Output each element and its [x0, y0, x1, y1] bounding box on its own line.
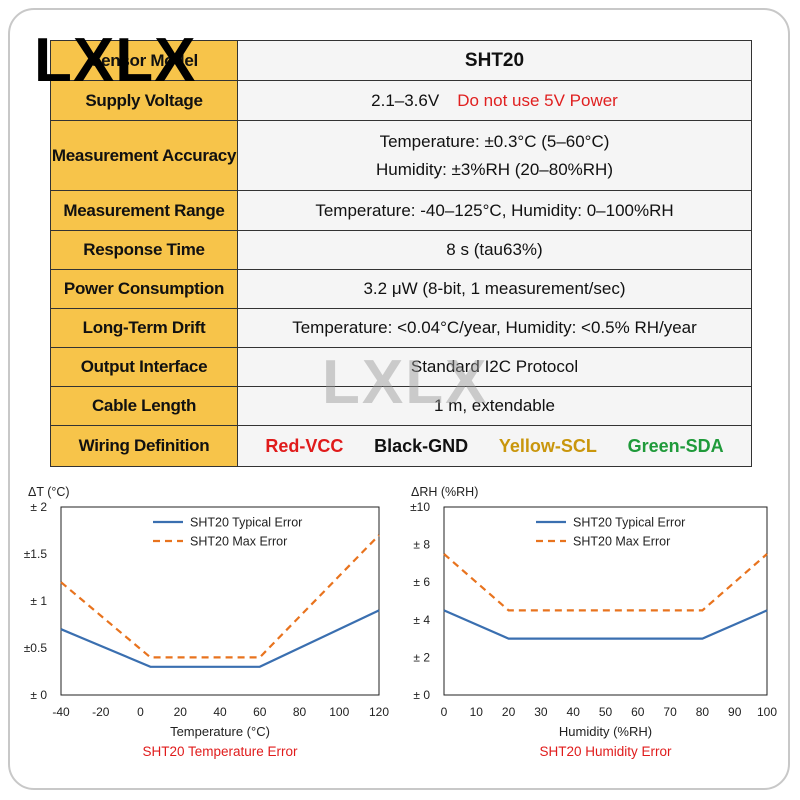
row-label-accuracy: Measurement Accuracy — [50, 120, 238, 191]
supply-voltage-warning: Do not use 5V Power — [457, 90, 618, 110]
x-tick-label: 30 — [534, 705, 548, 719]
x-tick-label: 40 — [567, 705, 581, 719]
plot-area — [60, 506, 380, 696]
x-tick-label: 50 — [599, 705, 613, 719]
card-frame — [8, 8, 790, 790]
series-line-max-error — [60, 534, 380, 659]
legend-label: SHT20 Typical Error — [573, 516, 685, 530]
x-tick-label: 80 — [293, 705, 307, 719]
x-tick-label: 20 — [502, 705, 516, 719]
legend-label: SHT20 Max Error — [190, 535, 287, 549]
legend-label: SHT20 Typical Error — [190, 516, 302, 530]
row-label-wiring: Wiring Definition — [50, 425, 238, 467]
x-tick-label: 120 — [369, 705, 389, 719]
chart-title: SHT20 Temperature Error — [142, 744, 298, 759]
table-row: Long-Term Drift Temperature: <0.04°C/yea… — [50, 308, 752, 348]
table-row: Power Consumption 3.2 μW (8-bit, 1 measu… — [50, 269, 752, 309]
x-tick-label: 20 — [174, 705, 188, 719]
error-charts: ± 0±0.5± 1±1.5± 2-40 -20 0 20 40 60 80 100 120ΔT… — [24, 485, 778, 759]
y-axis-label: ΔT (°C) — [28, 485, 70, 499]
chart-title: SHT20 Humidity Error — [539, 744, 672, 759]
series-line-typical-error — [443, 609, 768, 640]
y-tick-label: ± 2 — [413, 650, 430, 664]
table-row: Supply Voltage 2.1–3.6V Do not use 5V Pow… — [50, 80, 752, 121]
row-label-cable: Cable Length — [50, 386, 238, 426]
y-tick-label: ±10 — [410, 500, 430, 514]
wire-scl: Yellow-SCL — [498, 435, 597, 456]
y-tick-label: ±0.5 — [24, 641, 48, 655]
y-tick-label: ± 0 — [413, 688, 430, 702]
y-tick-label: ± 6 — [413, 575, 430, 589]
y-tick-label: ±1.5 — [24, 547, 48, 561]
y-tick-label: ± 8 — [413, 538, 430, 552]
accuracy-humidity: Humidity: ±3%RH (20–80%RH) — [375, 159, 613, 179]
row-value-accuracy: Temperature: ±0.3°C (5–60°C) Humidity: ±… — [237, 120, 752, 191]
x-tick-label: 90 — [728, 705, 742, 719]
brand-logo: LXLX — [34, 26, 197, 95]
series-line-max-error — [443, 553, 768, 612]
row-value-cable: 1 m, extendable — [237, 386, 752, 426]
x-tick-label: 0 — [137, 705, 144, 719]
row-value-response-time: 8 s (tau63%) — [237, 230, 752, 270]
row-label-interface: Output Interface — [50, 347, 238, 387]
table-row: Response Time 8 s (tau63%) — [50, 230, 752, 270]
x-tick-label: 100 — [329, 705, 349, 719]
x-axis-label: Temperature (°C) — [170, 724, 270, 739]
x-tick-label: 80 — [696, 705, 710, 719]
wire-vcc: Red-VCC — [265, 435, 344, 456]
y-axis-label: ΔRH (%RH) — [411, 485, 478, 499]
x-tick-label: 70 — [663, 705, 677, 719]
table-row: Output Interface Standard I2C Protocol — [50, 347, 752, 387]
x-tick-label: 0 — [441, 705, 448, 719]
table-row: Measurement Range Temperature: -40–125°C… — [50, 190, 752, 231]
row-value-supply-voltage: 2.1–3.6V Do not use 5V Power — [237, 80, 752, 121]
x-tick-label: 60 — [631, 705, 645, 719]
table-row: Cable Length 1 m, extendable — [50, 386, 752, 426]
row-value-wiring: Red-VCC Black-GND Yellow-SCL Green-SDA — [237, 425, 752, 467]
legend-label: SHT20 Max Error — [573, 535, 670, 549]
y-tick-label: ± 2 — [30, 500, 47, 514]
x-tick-label: -40 — [52, 705, 70, 719]
row-value-drift: Temperature: <0.04°C/year, Humidity: <0.… — [237, 308, 752, 348]
supply-voltage-value: 2.1–3.6V — [371, 90, 440, 110]
y-tick-label: ± 0 — [30, 688, 47, 702]
x-tick-label: 10 — [470, 705, 484, 719]
accuracy-temperature: Temperature: ±0.3°C (5–60°C) — [379, 132, 610, 152]
x-tick-label: 40 — [213, 705, 227, 719]
row-label-range: Measurement Range — [50, 190, 238, 231]
y-tick-label: ± 4 — [413, 613, 430, 627]
row-label-power: Power Consumption — [50, 269, 238, 309]
row-value-sensor-model: SHT20 — [237, 40, 752, 81]
wire-sda: Green-SDA — [627, 435, 724, 456]
table-row: Measurement Accuracy Temperature: ±0.3°C… — [50, 120, 752, 191]
x-tick-label: 60 — [253, 705, 267, 719]
row-label-response-time: Response Time — [50, 230, 238, 270]
series-line-typical-error — [60, 609, 380, 668]
row-value-interface: Standard I2C Protocol — [237, 347, 752, 387]
row-value-power: 3.2 μW (8-bit, 1 measurement/sec) — [237, 269, 752, 309]
row-value-range: Temperature: -40–125°C, Humidity: 0–100%… — [237, 190, 752, 231]
y-tick-label: ± 1 — [30, 594, 47, 608]
plot-area — [443, 506, 768, 696]
x-axis-label: Humidity (%RH) — [559, 724, 652, 739]
x-tick-label: -20 — [92, 705, 110, 719]
spec-table: Sensor Model SHT20 Supply Voltage 2.1–3.… — [50, 40, 752, 467]
x-tick-label: 100 — [757, 705, 777, 719]
table-row: Wiring Definition Red-VCC Black-GND Yell… — [50, 425, 752, 467]
row-label-drift: Long-Term Drift — [50, 308, 238, 348]
wire-gnd: Black-GND — [374, 435, 469, 456]
